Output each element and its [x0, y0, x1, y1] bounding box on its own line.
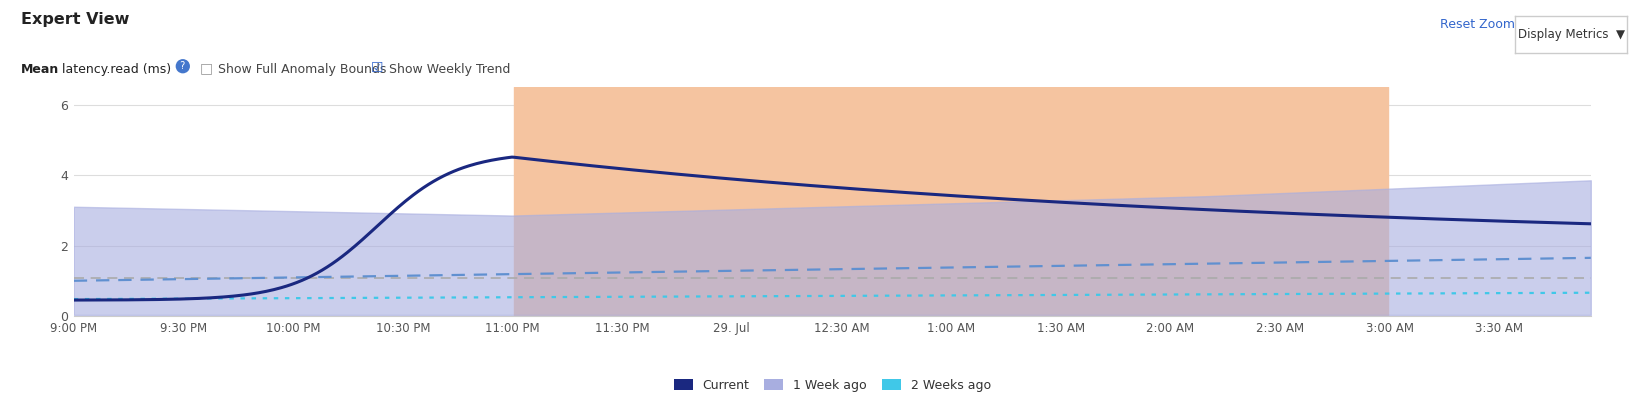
Text: latency.read (ms): latency.read (ms) — [62, 63, 172, 76]
Text: Show Weekly Trend: Show Weekly Trend — [388, 63, 510, 76]
Text: Mean: Mean — [21, 63, 59, 76]
Text: Display Metrics  ▼: Display Metrics ▼ — [1516, 28, 1624, 41]
Text: Expert View: Expert View — [21, 12, 129, 27]
Text: ?: ? — [177, 61, 188, 71]
Text: ☑: ☑ — [370, 61, 384, 75]
Text: Show Full Anomaly Bounds: Show Full Anomaly Bounds — [218, 63, 387, 76]
Text: Reset Zoom: Reset Zoom — [1439, 18, 1514, 31]
Text: □: □ — [200, 61, 213, 75]
Legend: Current, 1 Week ago, 2 Weeks ago: Current, 1 Week ago, 2 Weeks ago — [669, 374, 995, 395]
